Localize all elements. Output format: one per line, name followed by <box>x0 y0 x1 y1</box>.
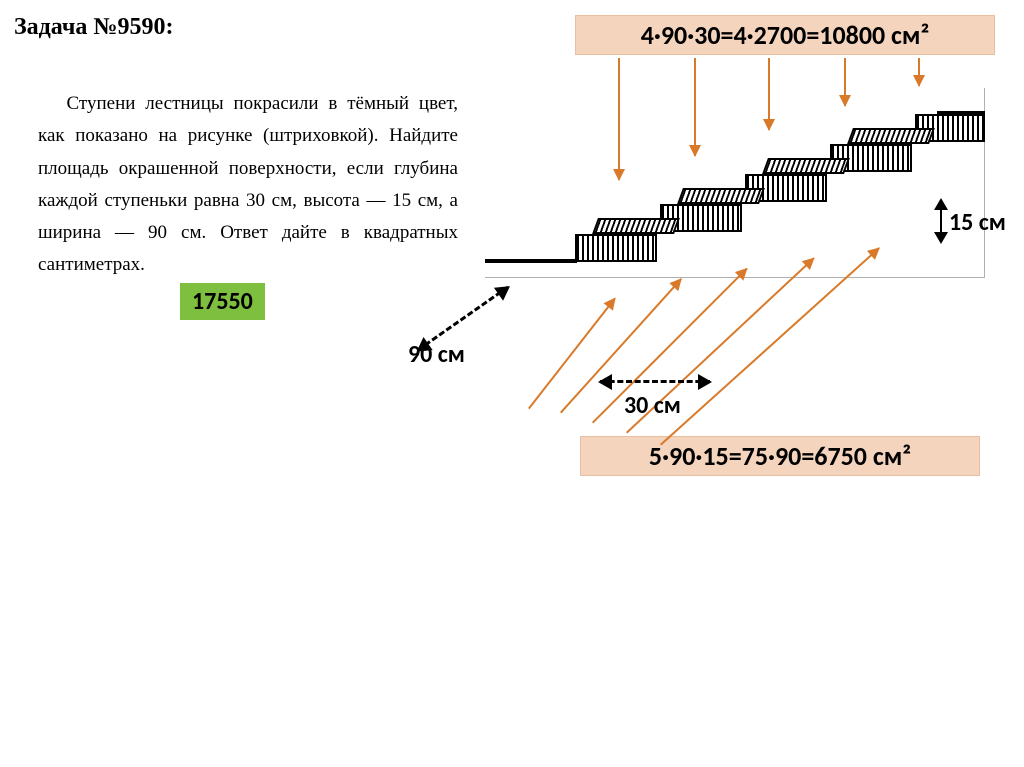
stair-tread <box>847 128 935 144</box>
dim-height-label: 15 см <box>949 208 1006 237</box>
stair-tread <box>762 158 850 174</box>
orange-arrow-down <box>768 58 770 130</box>
stairs-group <box>485 87 985 277</box>
dim-arrow-30 <box>600 380 710 383</box>
orange-arrow-down <box>918 58 920 86</box>
stair-platform <box>485 259 577 263</box>
problem-text: Ступени лестницы покрасили в тёмный цвет… <box>38 88 458 282</box>
answer-box: 17550 <box>180 283 265 320</box>
dim-depth-label: 30 см <box>624 391 681 420</box>
stair-riser <box>575 234 657 262</box>
stair-tread <box>677 188 765 204</box>
stair-tread <box>592 218 680 234</box>
problem-paragraph: Ступени лестницы покрасили в тёмный цвет… <box>38 88 458 282</box>
orange-arrow-down <box>844 58 846 106</box>
orange-arrow-down <box>694 58 696 156</box>
orange-arrow-down <box>618 58 620 180</box>
problem-title: Задача №9590: <box>14 14 174 41</box>
orange-arrow-diag <box>528 298 616 410</box>
calculation-bottom: 5·90·15=75·90=6750 см² <box>580 436 980 476</box>
staircase-diagram <box>485 88 985 278</box>
dim-arrow-15 <box>940 200 942 242</box>
calculation-top: 4·90·30=4·2700=10800 см² <box>575 15 995 55</box>
